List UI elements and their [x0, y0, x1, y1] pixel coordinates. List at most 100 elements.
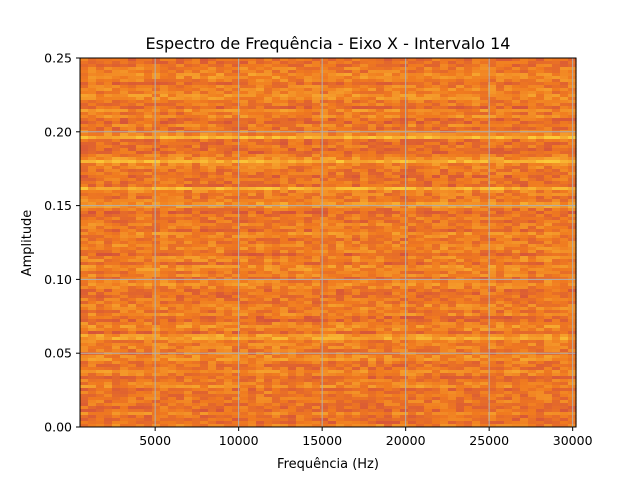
heatmap-cell — [248, 163, 257, 167]
heatmap-cell — [96, 292, 105, 296]
heatmap-cell — [192, 136, 201, 140]
heatmap-cell — [136, 265, 145, 269]
heatmap-cell — [216, 256, 225, 260]
heatmap-cell — [368, 175, 377, 179]
heatmap-cell — [400, 262, 409, 266]
heatmap-cell — [336, 223, 345, 227]
heatmap-cell — [456, 64, 465, 68]
heatmap-cell — [336, 202, 345, 206]
heatmap-cell — [528, 262, 537, 266]
heatmap-cell — [296, 277, 305, 281]
heatmap-cell — [464, 262, 473, 266]
heatmap-cell — [528, 118, 537, 122]
heatmap-cell — [344, 217, 353, 221]
heatmap-cell — [368, 67, 377, 71]
heatmap-cell — [184, 169, 193, 173]
heatmap-cell — [104, 235, 113, 239]
heatmap-cell — [464, 97, 473, 101]
heatmap-cell — [336, 256, 345, 260]
heatmap-cell — [192, 76, 201, 80]
heatmap-cell — [104, 118, 113, 122]
heatmap-cell — [464, 280, 473, 284]
heatmap-cell — [304, 268, 313, 272]
heatmap-cell — [424, 187, 433, 191]
heatmap-cell — [128, 265, 137, 269]
heatmap-cell — [528, 64, 537, 68]
heatmap-cell — [152, 166, 161, 170]
heatmap-cell — [296, 220, 305, 224]
heatmap-cell — [104, 181, 113, 185]
heatmap-cell — [80, 175, 89, 179]
heatmap-cell — [464, 64, 473, 68]
heatmap-cell — [80, 79, 89, 83]
heatmap-cell — [376, 193, 385, 197]
heatmap-cell — [296, 229, 305, 233]
heatmap-cell — [112, 193, 121, 197]
heatmap-cell — [384, 58, 393, 62]
heatmap-cell — [344, 265, 353, 269]
heatmap-cell — [88, 205, 97, 209]
heatmap-cell — [176, 73, 185, 77]
heatmap-cell — [328, 94, 337, 98]
heatmap-cell — [160, 193, 169, 197]
heatmap-cell — [272, 298, 281, 302]
heatmap-cell — [328, 142, 337, 146]
heatmap-cell — [328, 265, 337, 269]
heatmap-cell — [496, 64, 505, 68]
heatmap-cell — [448, 277, 457, 281]
heatmap-cell — [344, 100, 353, 104]
heatmap-cell — [256, 70, 265, 74]
heatmap-cell — [96, 112, 105, 116]
heatmap-cell — [112, 253, 121, 257]
heatmap-cell — [264, 157, 273, 161]
heatmap-cell — [504, 223, 513, 227]
heatmap-cell — [152, 151, 161, 155]
heatmap-cell — [296, 88, 305, 92]
heatmap-cell — [368, 76, 377, 80]
heatmap-cell — [192, 82, 201, 86]
heatmap-cell — [128, 112, 137, 116]
heatmap-cell — [208, 235, 217, 239]
heatmap-cell — [464, 265, 473, 269]
heatmap-cell — [88, 193, 97, 197]
heatmap-cell — [344, 166, 353, 170]
heatmap-cell — [304, 97, 313, 101]
heatmap-cell — [536, 283, 545, 287]
heatmap-cell — [328, 286, 337, 290]
heatmap-cell — [232, 79, 241, 83]
heatmap-cell — [224, 139, 233, 143]
heatmap-cell — [352, 256, 361, 260]
heatmap-cell — [416, 145, 425, 149]
heatmap-cell — [416, 136, 425, 140]
heatmap-cell — [80, 280, 89, 284]
heatmap-cell — [408, 244, 417, 248]
heatmap-cell — [472, 136, 481, 140]
heatmap-cell — [520, 67, 529, 71]
heatmap-cell — [112, 88, 121, 92]
heatmap-cell — [552, 193, 561, 197]
heatmap-cell — [120, 190, 129, 194]
heatmap-cell — [304, 211, 313, 215]
heatmap-cell — [296, 58, 305, 62]
heatmap-cell — [408, 271, 417, 275]
heatmap-cell — [208, 160, 217, 164]
heatmap-cell — [536, 271, 545, 275]
heatmap-cell — [528, 283, 537, 287]
heatmap-cell — [248, 79, 257, 83]
heatmap-cell — [320, 241, 329, 245]
heatmap-cell — [296, 208, 305, 212]
heatmap-cell — [344, 268, 353, 272]
heatmap-cell — [160, 187, 169, 191]
heatmap-cell — [304, 133, 313, 137]
heatmap-cell — [112, 61, 121, 65]
heatmap-cell — [480, 58, 489, 62]
heatmap-cell — [344, 139, 353, 143]
heatmap-cell — [312, 112, 321, 116]
heatmap-cell — [256, 127, 265, 131]
heatmap-cell — [136, 70, 145, 74]
heatmap-cell — [352, 61, 361, 65]
heatmap-cell — [280, 127, 289, 131]
heatmap-cell — [360, 295, 369, 299]
heatmap-cell — [416, 256, 425, 260]
heatmap-cell — [392, 175, 401, 179]
